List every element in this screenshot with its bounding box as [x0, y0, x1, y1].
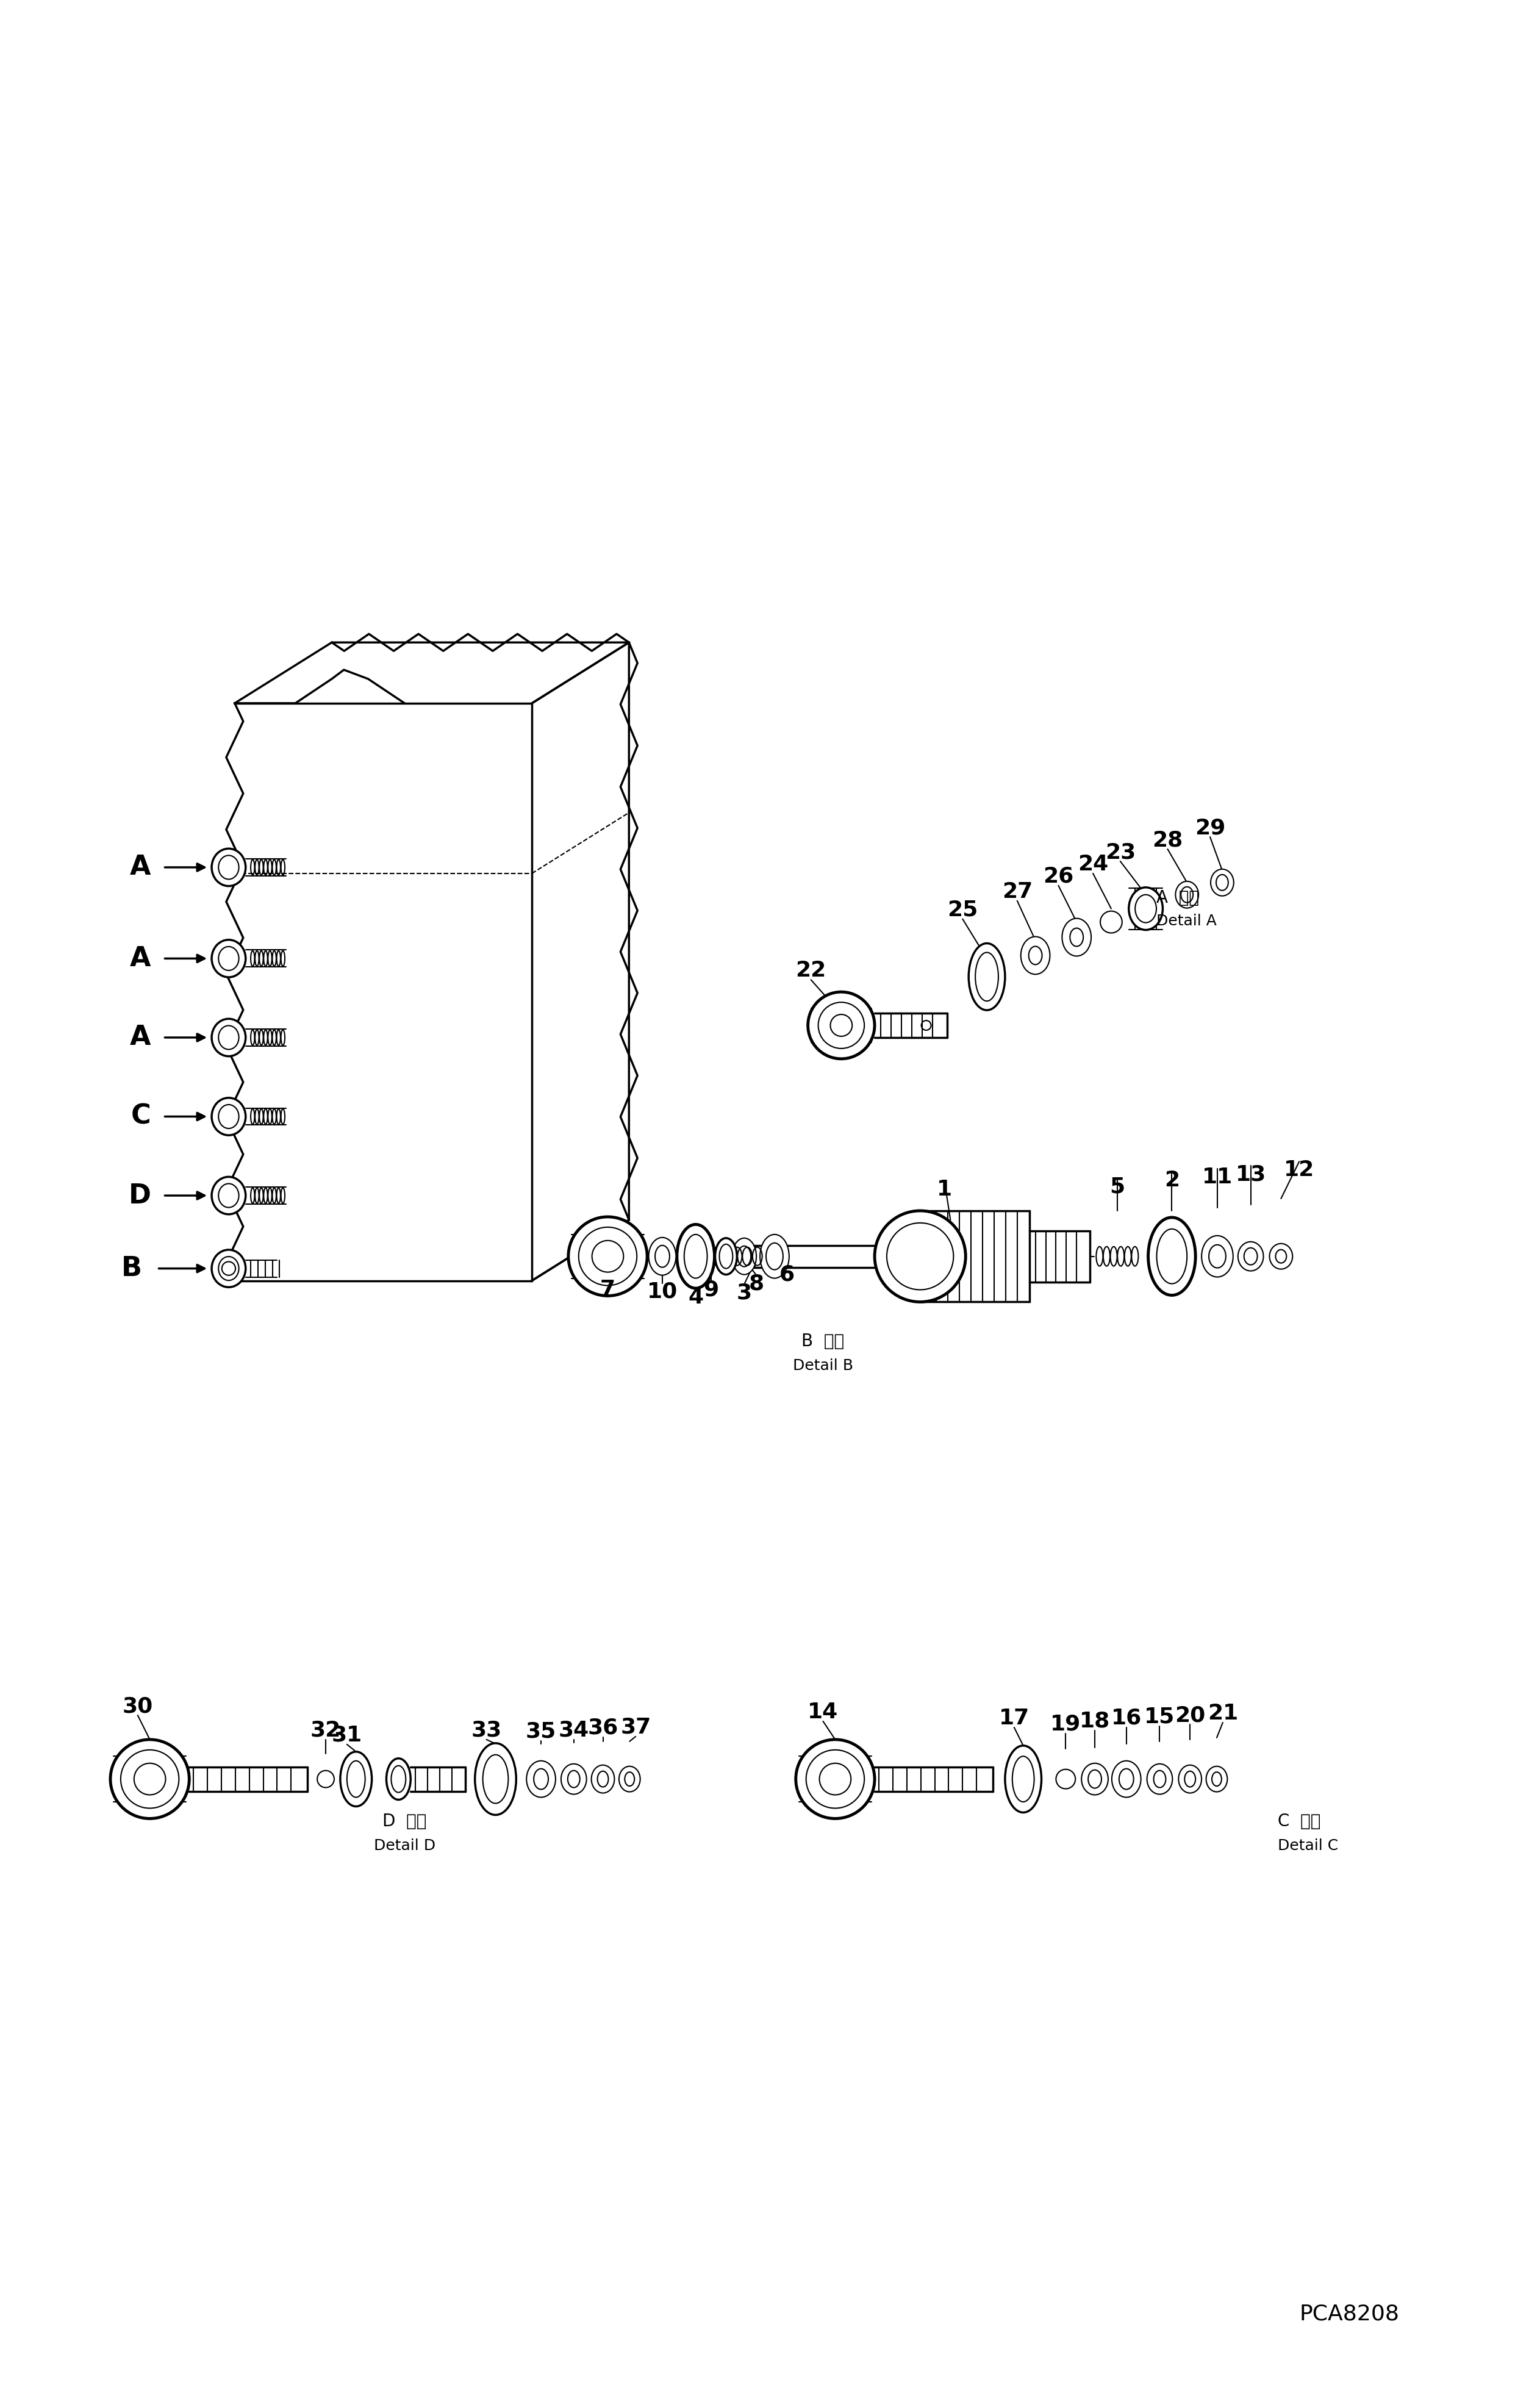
Ellipse shape — [1147, 1763, 1172, 1794]
Ellipse shape — [619, 1766, 641, 1792]
Text: 21: 21 — [1207, 1703, 1238, 1725]
Circle shape — [796, 1739, 875, 1818]
Text: 10: 10 — [647, 1281, 678, 1303]
Ellipse shape — [1206, 1766, 1227, 1792]
Text: 36: 36 — [588, 1718, 618, 1739]
Text: A: A — [129, 1024, 151, 1051]
Text: 30: 30 — [122, 1696, 152, 1715]
Text: 25: 25 — [947, 900, 978, 921]
Ellipse shape — [211, 1250, 246, 1288]
Ellipse shape — [1081, 1763, 1109, 1794]
Ellipse shape — [211, 940, 246, 976]
Circle shape — [702, 1247, 721, 1264]
Ellipse shape — [648, 1238, 676, 1276]
Ellipse shape — [1063, 919, 1092, 957]
Ellipse shape — [211, 1020, 246, 1056]
Text: C: C — [131, 1104, 151, 1130]
Text: 26: 26 — [1043, 866, 1073, 888]
Ellipse shape — [211, 1178, 246, 1214]
Ellipse shape — [715, 1238, 738, 1274]
Text: 9: 9 — [704, 1279, 719, 1300]
Text: 15: 15 — [1144, 1706, 1175, 1727]
Ellipse shape — [211, 1099, 246, 1135]
Ellipse shape — [1006, 1746, 1041, 1814]
Ellipse shape — [1178, 1766, 1201, 1792]
Text: 31: 31 — [331, 1725, 362, 1746]
Text: 18: 18 — [1080, 1710, 1110, 1732]
Ellipse shape — [1175, 880, 1198, 909]
Text: 19: 19 — [1050, 1713, 1081, 1734]
Text: 1: 1 — [936, 1178, 952, 1200]
Text: 4: 4 — [688, 1288, 704, 1307]
Text: D: D — [128, 1183, 151, 1209]
Text: 28: 28 — [1152, 830, 1183, 849]
Ellipse shape — [1269, 1243, 1292, 1269]
Ellipse shape — [591, 1766, 614, 1792]
Ellipse shape — [761, 1235, 788, 1279]
Text: A  詳細: A 詳細 — [1157, 890, 1200, 907]
Text: 33: 33 — [471, 1720, 502, 1742]
Ellipse shape — [732, 1238, 756, 1274]
Text: 34: 34 — [559, 1720, 590, 1742]
Text: B  詳細: B 詳細 — [802, 1334, 844, 1351]
Text: 37: 37 — [621, 1718, 651, 1737]
Text: 24: 24 — [1078, 854, 1109, 876]
Text: 8: 8 — [748, 1274, 764, 1293]
Text: 29: 29 — [1195, 818, 1226, 837]
Text: 32: 32 — [311, 1720, 340, 1742]
Ellipse shape — [1201, 1235, 1234, 1276]
Ellipse shape — [474, 1744, 516, 1816]
Text: PCA8208: PCA8208 — [1300, 2303, 1400, 2325]
Circle shape — [317, 1770, 334, 1787]
Text: 5: 5 — [1110, 1176, 1124, 1197]
Text: 16: 16 — [1110, 1708, 1141, 1730]
Text: 13: 13 — [1235, 1164, 1266, 1185]
Text: B: B — [122, 1255, 142, 1281]
Text: 7: 7 — [601, 1279, 616, 1300]
Ellipse shape — [1129, 888, 1163, 931]
Ellipse shape — [969, 943, 1006, 1010]
Ellipse shape — [1112, 1761, 1141, 1797]
Text: 35: 35 — [525, 1720, 556, 1742]
Text: 3: 3 — [736, 1283, 752, 1303]
Text: 11: 11 — [1203, 1166, 1232, 1188]
Ellipse shape — [387, 1758, 411, 1799]
Text: Detail B: Detail B — [793, 1358, 853, 1372]
Ellipse shape — [1021, 936, 1050, 974]
Text: 2: 2 — [1164, 1171, 1180, 1190]
Ellipse shape — [1238, 1243, 1263, 1271]
Text: D  詳細: D 詳細 — [382, 1814, 427, 1830]
Circle shape — [1056, 1770, 1075, 1790]
Ellipse shape — [1149, 1216, 1195, 1295]
Ellipse shape — [527, 1761, 556, 1797]
Text: 27: 27 — [1003, 880, 1032, 902]
Text: 14: 14 — [808, 1701, 838, 1722]
Text: Detail C: Detail C — [1278, 1838, 1338, 1854]
Circle shape — [568, 1216, 647, 1295]
Ellipse shape — [561, 1763, 587, 1794]
Text: Detail D: Detail D — [374, 1838, 436, 1854]
Circle shape — [111, 1739, 189, 1818]
Text: 22: 22 — [796, 960, 827, 981]
Text: 12: 12 — [1284, 1159, 1315, 1180]
Text: 23: 23 — [1106, 842, 1135, 864]
Text: C  詳細: C 詳細 — [1278, 1814, 1321, 1830]
Ellipse shape — [211, 849, 246, 885]
Text: A: A — [129, 854, 151, 880]
Text: 6: 6 — [779, 1264, 795, 1286]
Circle shape — [808, 991, 875, 1058]
Text: 17: 17 — [999, 1708, 1029, 1730]
Ellipse shape — [340, 1751, 371, 1806]
Text: Detail A: Detail A — [1157, 914, 1217, 928]
Circle shape — [1100, 912, 1123, 933]
Circle shape — [875, 1211, 966, 1303]
Text: 20: 20 — [1175, 1706, 1206, 1725]
Text: A: A — [129, 945, 151, 972]
Ellipse shape — [1210, 868, 1234, 895]
Ellipse shape — [678, 1223, 715, 1288]
